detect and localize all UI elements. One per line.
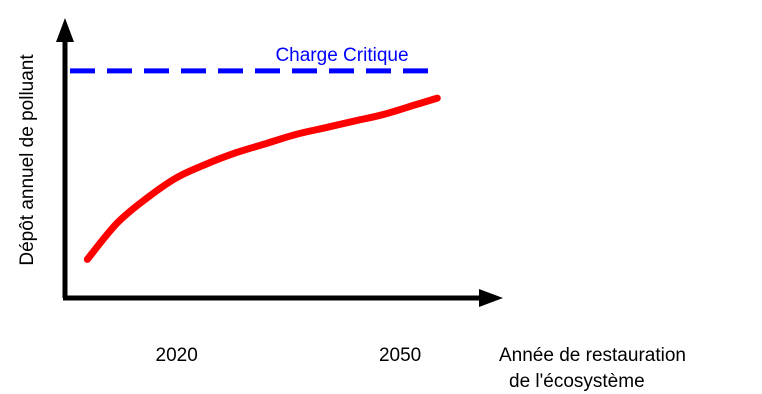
y-axis-arrow-icon bbox=[56, 18, 74, 42]
axes bbox=[56, 18, 503, 307]
x-axis-label-line-2: de l'écosystème bbox=[509, 371, 645, 392]
deposition-curve bbox=[83, 94, 441, 263]
critical-load-label: Charge Critique bbox=[275, 45, 408, 66]
y-axis-label: Dépôt annuel de polluant bbox=[17, 54, 38, 266]
x-tick-label: 2050 bbox=[379, 345, 421, 366]
x-tick-label: 2020 bbox=[156, 345, 198, 366]
x-axis-arrow-icon bbox=[479, 289, 503, 307]
x-axis-label-line-1: Année de restauration bbox=[499, 345, 686, 366]
